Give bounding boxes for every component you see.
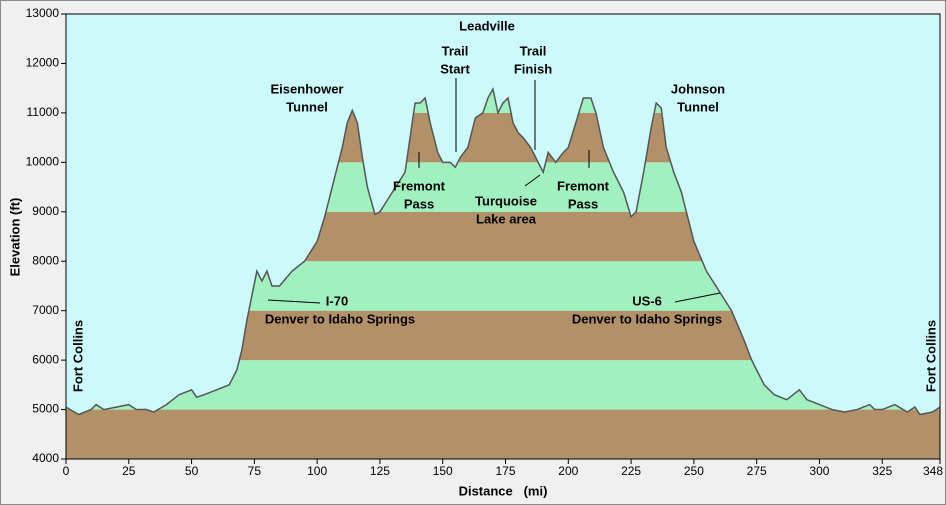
y-tick-label: 12000 [26, 56, 60, 70]
y-axis-label: Elevation (ft) [7, 198, 22, 277]
plot-border [65, 13, 941, 460]
y-tick-label: 9000 [32, 204, 59, 218]
annotation: Leadville [459, 18, 515, 33]
annotation: Tunnel [286, 99, 328, 114]
y-tick-label: 10000 [26, 155, 60, 169]
y-tick-label: 6000 [32, 352, 59, 366]
annotation: Johnson [671, 81, 725, 96]
annotation: Lake area [476, 211, 537, 226]
y-tick-label: 5000 [32, 402, 59, 416]
x-tick-label: 300 [809, 464, 829, 478]
annotation: Fremont [557, 178, 610, 193]
annotation: Finish [514, 61, 552, 76]
annotation: Start [440, 61, 470, 76]
annotation: I-70 [326, 293, 348, 308]
annotation: Tunnel [677, 99, 719, 114]
x-tick-label: 200 [558, 464, 578, 478]
x-tick-label: 150 [433, 464, 453, 478]
annotation: Fremont [393, 178, 446, 193]
annotation: Eisenhower [271, 81, 344, 96]
y-tick-label: 8000 [32, 253, 59, 267]
annotation: US-6 [632, 293, 662, 308]
x-tick-label: 0 [63, 464, 70, 478]
x-tick-label: 250 [684, 464, 704, 478]
y-tick-label: 11000 [27, 105, 60, 119]
x-tick-label: 348 [923, 464, 943, 478]
x-tick-label: 50 [185, 464, 199, 478]
x-tick-label: 25 [122, 464, 136, 478]
x-tick-label: 125 [370, 464, 390, 478]
x-tick-label: 325 [872, 464, 892, 478]
leader-line [674, 292, 721, 303]
x-tick-label: 75 [248, 464, 262, 478]
annotation: Pass [568, 196, 598, 211]
annotation: Denver to Idaho Springs [265, 311, 415, 326]
annotation: Trail [520, 43, 547, 58]
x-axis-label: Distance (mi) [459, 483, 548, 498]
y-tick-label: 7000 [32, 303, 59, 317]
x-tick-label: 225 [621, 464, 641, 478]
leader-line [524, 174, 541, 187]
x-tick-label: 275 [747, 464, 767, 478]
x-tick-label: 100 [307, 464, 327, 478]
annotation: Denver to Idaho Springs [572, 311, 722, 326]
annotation: Trail [442, 43, 469, 58]
leader-line [267, 299, 321, 304]
annotation: Pass [404, 196, 434, 211]
annotation: Turquoise [475, 193, 537, 208]
y-tick-label: 4000 [32, 451, 59, 465]
y-tick-label: 13000 [26, 6, 60, 20]
elevation-band [66, 409, 940, 459]
x-tick-label: 175 [495, 464, 515, 478]
annotation: Fort Collins [923, 320, 938, 392]
annotation: Fort Collins [70, 320, 85, 392]
profile-line [65, 87, 941, 416]
